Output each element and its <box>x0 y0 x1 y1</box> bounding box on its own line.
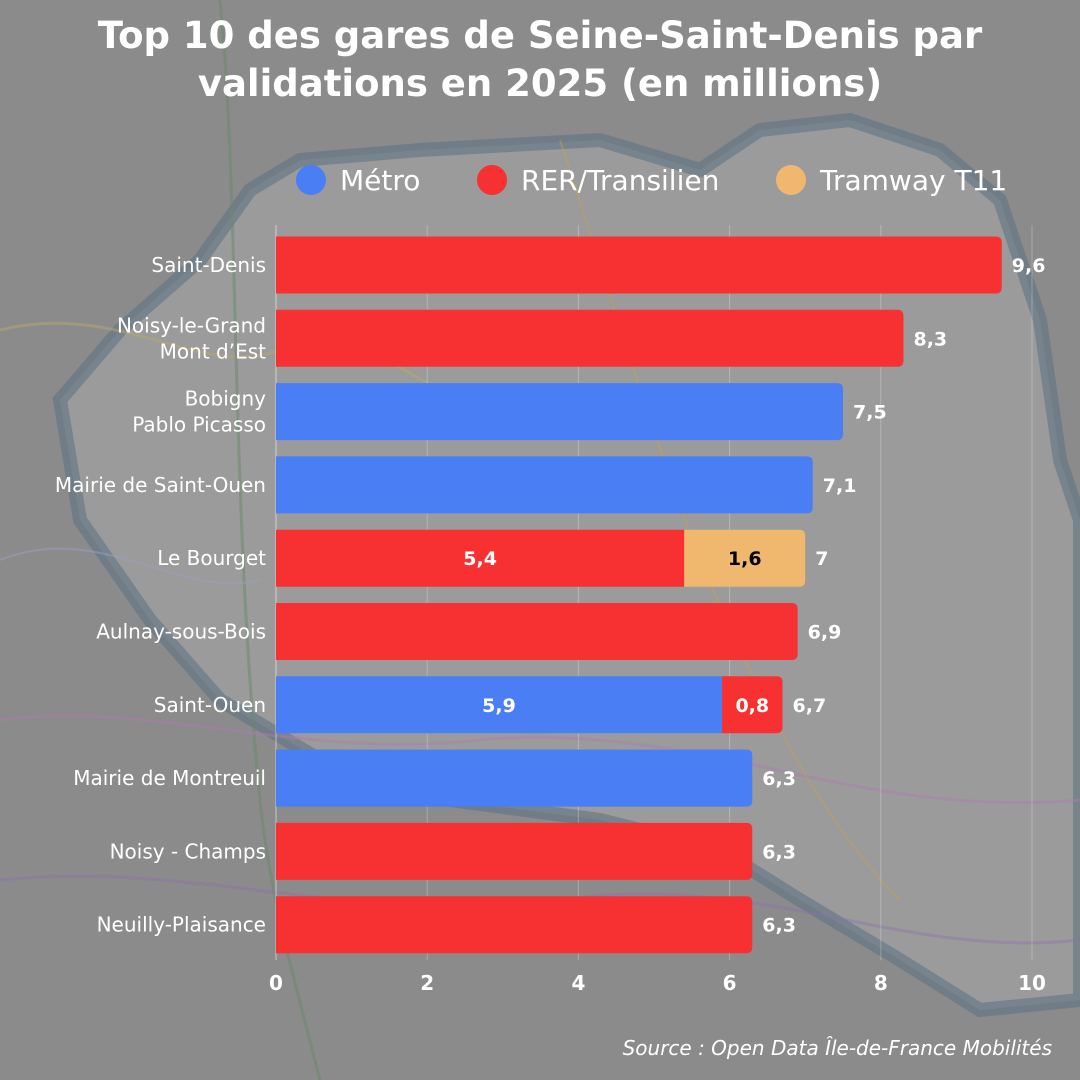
bar-row <box>276 749 753 807</box>
bar-row <box>276 896 753 954</box>
legend-item-tramway-t11: Tramway T11 <box>776 160 1007 200</box>
category-label: Mairie de Saint-Ouen <box>55 473 266 497</box>
total-value-label: 6,3 <box>762 768 796 790</box>
total-value-label: 9,6 <box>1012 255 1046 277</box>
total-value-label: 6,3 <box>762 841 796 863</box>
total-value-label: 7 <box>815 548 828 570</box>
category-label: Noisy - Champs <box>110 839 266 863</box>
total-value-label: 7,1 <box>823 475 857 497</box>
category-label-line: Aulnay-sous-Bois <box>96 620 266 644</box>
bar-segment-m-tro <box>276 456 813 514</box>
total-value-label: 7,5 <box>853 402 887 424</box>
category-label-line: Mairie de Montreuil <box>73 766 266 790</box>
category-label-line: Le Bourget <box>157 546 266 570</box>
category-label-line: Pablo Picasso <box>132 413 266 437</box>
bar-segment-rer-transilien <box>276 896 753 954</box>
category-label: Mairie de Montreuil <box>73 766 266 790</box>
bar-row <box>276 603 798 660</box>
x-tick-label: 0 <box>269 971 283 995</box>
legend-item-metro: Métro <box>296 160 420 200</box>
bar-row <box>276 236 1002 294</box>
total-value-label: 8,3 <box>913 328 947 350</box>
legend-label-tramway-t11: Tramway T11 <box>820 163 1008 197</box>
bar-row <box>276 456 813 514</box>
category-label-line: Saint-Ouen <box>154 693 266 717</box>
chart-title-line-1: Top 10 des gares de Seine-Saint-Denis pa… <box>97 14 983 57</box>
category-label: Neuilly-Plaisance <box>97 913 266 937</box>
category-label: Le Bourget <box>157 546 266 570</box>
chart-title-line-2: validations en 2025 (en millions) <box>197 62 883 105</box>
bar-row: 5,4 1,6 <box>276 529 806 587</box>
x-tick-label: 8 <box>874 971 888 995</box>
segment-value-label: 5,9 <box>482 695 516 717</box>
category-label: Aulnay-sous-Bois <box>96 620 266 644</box>
bar-row <box>276 383 843 441</box>
category-label-line: Noisy - Champs <box>110 839 266 863</box>
bar-segment-m-tro <box>276 383 843 441</box>
legend-item-rer-transilien: RER/Transilien <box>477 160 719 200</box>
bar-row <box>276 822 753 880</box>
bar-segment-m-tro <box>276 749 753 807</box>
category-label: Saint-Ouen <box>154 693 266 717</box>
legend-swatch-tramway-t11 <box>776 165 806 195</box>
bar-segment-rer-transilien <box>276 309 904 367</box>
bar-segment-rer-transilien <box>276 236 1002 294</box>
chart-title: Top 10 des gares de Seine-Saint-Denis pa… <box>40 12 1040 108</box>
category-label-line: Noisy-le-Grand <box>117 313 266 337</box>
x-tick-label: 10 <box>1018 971 1046 995</box>
x-tick-label: 6 <box>723 971 737 995</box>
bar-row: 5,9 0,8 <box>276 676 783 734</box>
bar-segment-rer-transilien <box>276 822 753 880</box>
category-label-line: Bobigny <box>185 387 267 411</box>
total-value-label: 6,9 <box>808 622 842 644</box>
bar-segment-rer-transilien <box>722 676 783 734</box>
legend-swatch-metro <box>296 165 326 195</box>
total-value-label: 6,7 <box>793 695 827 717</box>
category-label-line: Neuilly-Plaisance <box>97 913 266 937</box>
legend-label-metro: Métro <box>340 163 421 197</box>
bar-segment-rer-transilien <box>276 529 685 587</box>
segment-value-label: 5,4 <box>463 548 497 570</box>
total-value-label: 6,3 <box>762 915 796 937</box>
legend-label-rer-transilien: RER/Transilien <box>521 163 720 197</box>
bar-segment-rer-transilien <box>276 603 798 660</box>
category-label-line: Mairie de Saint-Ouen <box>55 473 266 497</box>
bar-segment-m-tro <box>276 676 723 734</box>
category-label-line: Mont d’Est <box>160 339 266 363</box>
chart-legend: Métro RER/Transilien Tramway T11 <box>0 160 1080 200</box>
bar-row <box>276 309 904 367</box>
category-label: Saint-Denis <box>151 253 266 277</box>
segment-value-label: 1,6 <box>728 548 762 570</box>
segment-value-label: 0,8 <box>735 695 769 717</box>
x-tick-label: 4 <box>571 971 585 995</box>
category-label: Bobigny Pablo Picasso <box>132 387 266 437</box>
x-tick-label: 2 <box>420 971 434 995</box>
category-label: Noisy-le-Grand Mont d’Est <box>117 313 266 363</box>
source-note: Source : Open Data Île-de-France Mobilit… <box>622 1036 1052 1060</box>
bar-segment-tramway-t11 <box>684 529 806 587</box>
category-label-line: Saint-Denis <box>151 253 266 277</box>
legend-swatch-rer-transilien <box>477 165 507 195</box>
